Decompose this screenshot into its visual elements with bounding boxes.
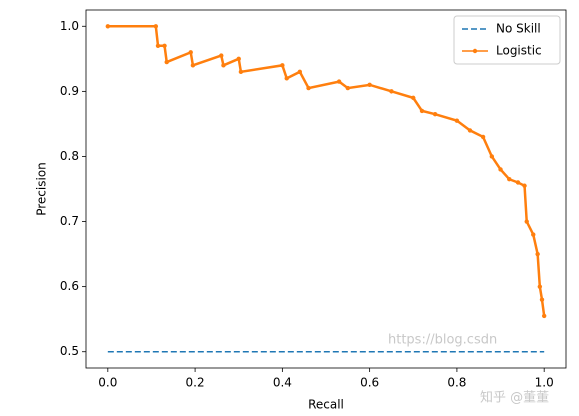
marker — [524, 219, 529, 224]
legend-label: Logistic — [496, 44, 542, 58]
marker — [507, 177, 512, 182]
x-tick-label: 0.8 — [447, 376, 466, 390]
marker — [164, 59, 169, 65]
marker — [345, 85, 351, 91]
x-axis-label: Recall — [308, 398, 344, 412]
legend-box — [453, 15, 561, 65]
y-tick-label: 0.8 — [60, 149, 79, 163]
watermark: https://blog.csdn — [388, 333, 497, 348]
x-tick-label: 1.0 — [535, 376, 554, 390]
marker — [306, 85, 311, 91]
marker — [188, 50, 193, 55]
marker — [367, 82, 372, 88]
marker — [155, 43, 161, 48]
plot-frame — [85, 9, 567, 369]
marker — [297, 69, 303, 75]
marker — [162, 43, 167, 48]
marker — [284, 76, 289, 81]
y-tick-label: 0.7 — [60, 214, 79, 228]
marker — [541, 313, 547, 319]
marker — [419, 108, 425, 114]
marker — [535, 251, 540, 257]
marker — [389, 89, 394, 94]
marker — [432, 111, 438, 117]
y-tick-label: 0.5 — [60, 344, 79, 358]
marker — [219, 53, 224, 58]
marker — [336, 79, 342, 84]
watermark: 知乎 @董董 — [480, 390, 549, 406]
marker — [238, 69, 244, 75]
x-tick-label: 0.6 — [360, 376, 379, 390]
marker — [522, 183, 527, 188]
marker — [467, 128, 473, 133]
y-axis-label: Precision — [35, 162, 49, 216]
marker — [236, 56, 241, 62]
marker — [515, 180, 521, 185]
marker — [498, 167, 503, 172]
x-tick-label: 0.2 — [186, 376, 205, 390]
marker — [153, 24, 159, 29]
marker — [539, 297, 545, 302]
legend-label: No Skill — [496, 22, 541, 36]
x-tick-label: 0.4 — [273, 376, 292, 390]
marker — [190, 63, 196, 68]
marker — [280, 63, 285, 68]
marker — [537, 284, 543, 289]
marker — [105, 24, 111, 29]
y-tick-label: 0.9 — [60, 84, 79, 98]
legend-marker — [472, 48, 478, 54]
marker — [480, 134, 486, 140]
marker — [531, 232, 536, 237]
line — [107, 25, 546, 317]
marker — [454, 118, 460, 123]
y-tick-label: 1.0 — [60, 19, 79, 33]
x-tick-label: 0.0 — [98, 376, 117, 390]
marker — [221, 63, 226, 68]
y-tick-label: 0.6 — [60, 279, 79, 293]
marker — [489, 154, 495, 159]
marker — [411, 95, 416, 101]
